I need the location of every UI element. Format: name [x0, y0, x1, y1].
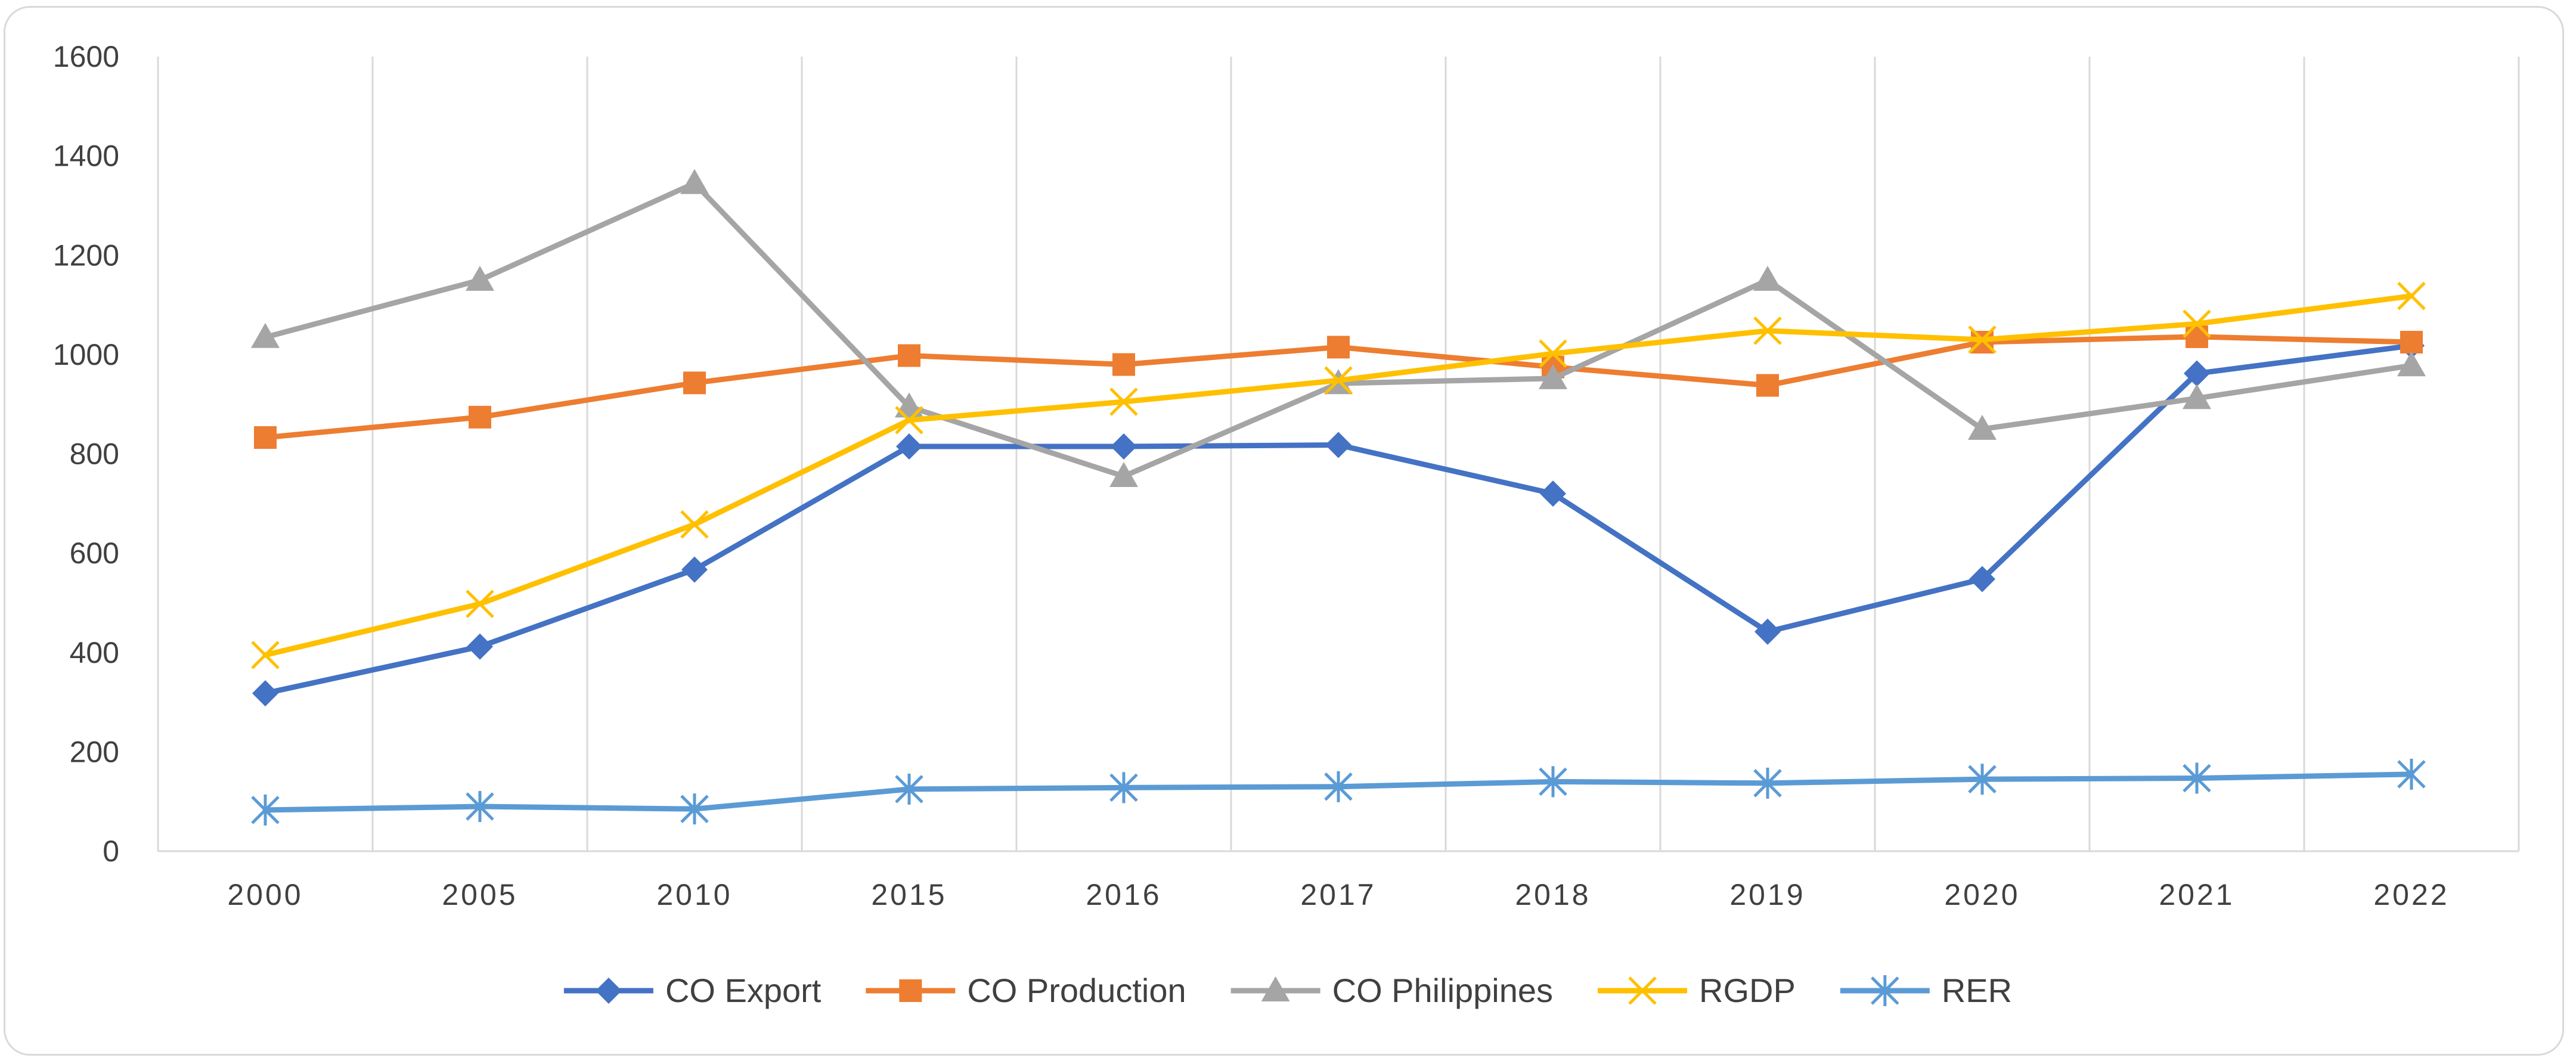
- series-rgdp: [251, 281, 2426, 669]
- data-point-rgdp: [1539, 339, 1567, 368]
- legend-marker: [595, 978, 622, 1004]
- legend-label: CO Production: [967, 972, 1186, 1009]
- x-tick-label: 2000: [227, 878, 303, 911]
- data-point-co-export: [1969, 566, 1995, 593]
- legend-item-rgdp: RGDP: [1598, 972, 1796, 1009]
- y-tick-label: 1200: [53, 238, 119, 272]
- data-point-co-production: [254, 426, 277, 449]
- data-point-co-philippines: [1539, 364, 1567, 389]
- data-point-rgdp: [895, 406, 923, 435]
- data-point-rer: [466, 791, 494, 823]
- y-tick-label: 1400: [53, 139, 119, 173]
- data-point-co-production: [2400, 331, 2423, 354]
- y-tick-label: 0: [103, 835, 119, 868]
- y-tick-label: 400: [70, 636, 119, 669]
- legend-item-co-export: CO Export: [563, 972, 822, 1009]
- legend-label: CO Export: [665, 972, 822, 1009]
- legend-marker: [1628, 976, 1657, 1005]
- data-point-co-export: [1111, 433, 1137, 460]
- legend-item-rer: RER: [1840, 972, 2012, 1009]
- data-point-rer: [2183, 762, 2211, 794]
- y-axis-ticks: 0 200 400 600 800 1000 1200 1400 1600: [53, 40, 119, 868]
- x-tick-label: 2015: [871, 878, 947, 911]
- data-point-co-export: [252, 680, 278, 707]
- data-point-rgdp: [2183, 309, 2211, 338]
- data-point-co-philippines: [1968, 414, 1997, 440]
- series-rer: [251, 758, 2426, 826]
- data-point-co-production: [2186, 325, 2208, 348]
- x-tick-label: 2010: [656, 878, 732, 911]
- y-tick-label: 1000: [53, 338, 119, 371]
- data-point-co-production: [898, 344, 920, 367]
- legend-marker: [899, 979, 922, 1002]
- legend: CO Export CO Production CO Philippines RGDP…: [563, 972, 2012, 1009]
- x-tick-label: 2020: [1944, 878, 2020, 911]
- data-point-rer: [895, 773, 923, 805]
- gridlines: [371, 57, 2520, 851]
- data-point-co-export: [1325, 432, 1351, 458]
- data-point-co-philippines: [2183, 384, 2211, 410]
- x-tick-label: 2019: [1729, 878, 1805, 911]
- y-tick-label: 600: [70, 536, 119, 570]
- legend-item-co-philippines: CO Philippines: [1230, 972, 1553, 1009]
- data-point-co-production: [1112, 353, 1135, 376]
- data-point-co-production: [1756, 374, 1779, 397]
- data-point-co-production: [683, 371, 706, 395]
- legend-label: RER: [1942, 972, 2012, 1009]
- data-point-rgdp: [1968, 325, 1997, 354]
- data-point-rer: [1968, 764, 1997, 795]
- chart-frame: [4, 6, 2564, 1056]
- data-point-co-philippines: [2397, 351, 2426, 377]
- data-point-rer: [1324, 771, 1353, 802]
- legend-label: RGDP: [1699, 972, 1796, 1009]
- data-point-co-export: [681, 556, 708, 583]
- x-tick-label: 2016: [1086, 878, 1161, 911]
- data-point-rgdp: [1753, 317, 1782, 345]
- data-point-co-production: [1327, 336, 1350, 359]
- data-point-co-philippines: [1753, 265, 1782, 291]
- data-point-rer: [2397, 758, 2426, 790]
- y-tick-label: 200: [70, 735, 119, 768]
- y-tick-label: 800: [70, 438, 119, 471]
- series-co-production: [254, 325, 2423, 449]
- data-point-rgdp: [2397, 281, 2426, 311]
- data-point-co-export: [2184, 360, 2210, 387]
- legend-item-co-production: CO Production: [866, 972, 1186, 1009]
- data-point-co-philippines: [1109, 461, 1138, 487]
- series-co-export: [252, 332, 2425, 707]
- data-point-co-philippines: [466, 265, 494, 291]
- data-point-rgdp: [1109, 387, 1138, 416]
- data-point-co-philippines: [680, 169, 709, 194]
- x-tick-label: 2017: [1300, 878, 1376, 911]
- data-point-rer: [1539, 766, 1567, 798]
- data-point-co-export: [467, 633, 493, 660]
- y-tick-label: 1600: [53, 40, 119, 73]
- data-point-rer: [680, 793, 709, 825]
- data-point-co-export: [1754, 618, 1781, 645]
- data-point-co-production: [469, 405, 491, 429]
- x-tick-label: 2005: [442, 878, 517, 911]
- x-tick-label: 2022: [2373, 878, 2449, 911]
- legend-marker: [1261, 976, 1290, 1001]
- x-axis-ticks: 2000 2005 2010 2015 2016 2017 2018 2019 2020 2021…: [227, 878, 2449, 911]
- data-point-co-export: [1540, 480, 1566, 507]
- data-point-rgdp: [251, 641, 280, 669]
- series-group: [251, 169, 2426, 826]
- axes: [157, 57, 2519, 852]
- data-point-rer: [1109, 772, 1138, 804]
- data-point-rgdp: [466, 590, 494, 618]
- legend-marker: [1871, 975, 1899, 1006]
- data-point-co-philippines: [251, 322, 280, 348]
- legend-label: CO Philippines: [1332, 972, 1553, 1009]
- data-point-rgdp: [680, 510, 709, 539]
- data-point-co-export: [896, 433, 922, 460]
- data-point-rer: [251, 794, 280, 826]
- x-tick-label: 2018: [1515, 878, 1591, 911]
- data-point-rer: [1753, 767, 1782, 799]
- data-point-rgdp: [1324, 366, 1353, 395]
- x-tick-label: 2021: [2159, 878, 2234, 911]
